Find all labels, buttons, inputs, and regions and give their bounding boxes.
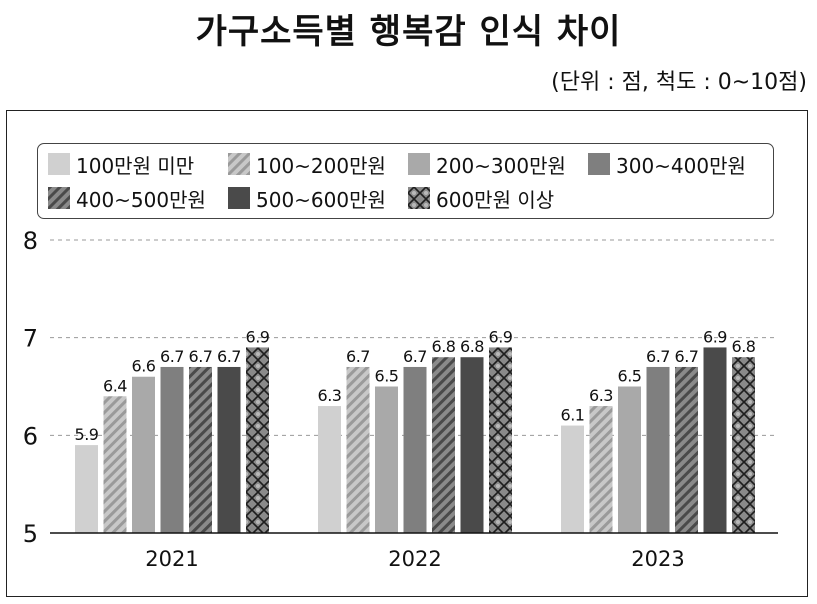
data-label: 6.8 (432, 337, 456, 356)
legend-swatch (48, 187, 70, 209)
legend-swatch (48, 153, 70, 175)
legend-item-300-400: 300~400만원 (588, 150, 746, 178)
data-label: 6.8 (732, 337, 756, 356)
data-label: 5.9 (75, 425, 99, 444)
data-label: 6.7 (403, 347, 427, 366)
legend: 100만원 미만 100~200만원 200~300만원 300~400만원 4… (37, 143, 774, 219)
legend-item-100-200: 100~200만원 (228, 150, 386, 178)
data-label: 6.7 (346, 347, 370, 366)
bar (460, 357, 484, 533)
data-label: 6.5 (618, 367, 642, 386)
legend-label: 100~200만원 (256, 153, 386, 178)
bar (561, 425, 584, 533)
legend-label: 300~400만원 (616, 153, 746, 178)
data-label: 6.7 (160, 347, 184, 366)
legend-label: 100만원 미만 (76, 153, 195, 178)
x-tick-label: 2021 (145, 547, 198, 571)
legend-label: 600만원 이상 (436, 187, 555, 212)
legend-label: 400~500만원 (76, 187, 206, 212)
legend-item-under-100: 100만원 미만 (48, 150, 194, 178)
legend-swatch (228, 153, 250, 175)
legend-label: 200~300만원 (436, 153, 566, 178)
bar (103, 396, 127, 533)
data-label: 6.5 (375, 367, 399, 386)
legend-item-400-500: 400~500만원 (48, 184, 206, 212)
bar (189, 366, 212, 533)
chart-frame (6, 110, 808, 597)
bar (217, 366, 241, 533)
legend-swatch (408, 153, 430, 175)
bar (489, 347, 512, 533)
bar (589, 406, 613, 533)
y-tick-label: 6 (23, 422, 38, 450)
bar (318, 406, 341, 533)
data-label: 6.8 (460, 337, 484, 356)
bar (75, 445, 98, 533)
chart-title: 가구소득별 행복감 인식 차이 (195, 12, 622, 52)
bar (432, 357, 455, 533)
data-label: 6.3 (589, 386, 613, 405)
data-label: 6.7 (189, 347, 213, 366)
data-labels: 5.96.36.16.46.76.36.66.5 6.56.7 6.7 6.76.76… (75, 327, 757, 444)
x-tick-label: 2023 (631, 547, 684, 571)
data-label: 6.4 (103, 376, 127, 395)
bar (732, 357, 755, 533)
data-label: 6.9 (489, 327, 513, 346)
data-label: 6.1 (561, 406, 585, 425)
legend-item-500-600: 500~600만원 (228, 184, 386, 212)
legend-swatch (588, 153, 610, 175)
data-label: 6.7 (217, 347, 241, 366)
legend-item-over-600: 600만원 이상 (408, 184, 554, 212)
legend-swatch (408, 187, 430, 209)
data-label: 6.6 (132, 357, 156, 376)
bar (703, 347, 727, 533)
legend-item-200-300: 200~300만원 (408, 150, 566, 178)
data-label: 6.3 (318, 386, 342, 405)
axes: 5 6 7 8 2021 2022 2023 (23, 227, 778, 571)
y-tick-label: 5 (23, 520, 38, 548)
bar (646, 366, 670, 533)
legend-swatch (228, 187, 250, 209)
bars (75, 347, 755, 533)
data-label: 6.7 (675, 347, 699, 366)
legend-label: 500~600만원 (256, 187, 386, 212)
data-label: 6.9 (703, 327, 727, 346)
bar (246, 347, 269, 533)
y-tick-label: 8 (23, 227, 38, 255)
data-label: 6.9 (246, 327, 270, 346)
x-tick-label: 2022 (388, 547, 441, 571)
bar (160, 366, 184, 533)
bar (346, 366, 370, 533)
bar (618, 386, 641, 533)
unit-note: (단위 : 점, 척도 : 0~10점) (551, 70, 807, 95)
y-tick-label: 7 (23, 325, 38, 353)
bar (675, 366, 698, 533)
data-label: 6.7 (646, 347, 670, 366)
bar (132, 376, 155, 533)
bar (375, 386, 398, 533)
bar (403, 366, 427, 533)
